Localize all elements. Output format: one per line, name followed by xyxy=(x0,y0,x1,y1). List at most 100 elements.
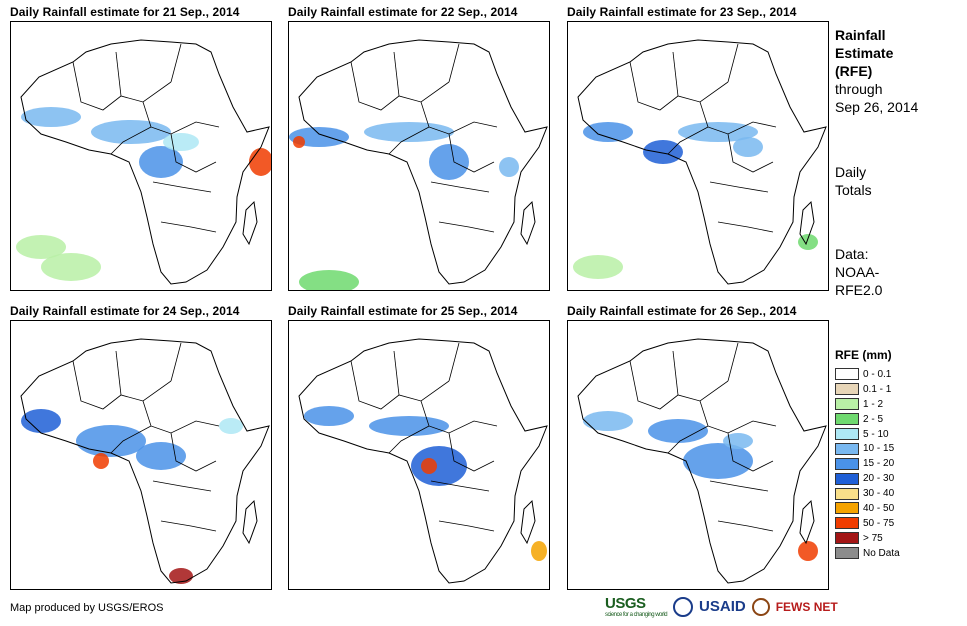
rainfall-area xyxy=(648,419,708,443)
legend-item: 10 - 15 xyxy=(835,441,900,456)
legend-swatch xyxy=(835,517,859,530)
usgs-logo: USGS science for a changing world xyxy=(605,595,668,618)
credit-text: Map produced by USGS/EROS xyxy=(10,602,164,614)
country-border xyxy=(717,520,774,532)
rainfall-area xyxy=(583,122,633,142)
map-svg xyxy=(573,39,827,285)
legend-item: 0.1 - 1 xyxy=(835,382,900,397)
legend-swatch xyxy=(835,547,859,560)
rainfall-map-4 xyxy=(10,320,272,590)
map-svg xyxy=(577,338,827,584)
country-border xyxy=(170,342,182,382)
legend-item: 20 - 30 xyxy=(835,471,900,486)
coastline xyxy=(298,338,548,584)
heading-line-1: Rainfall xyxy=(835,27,886,43)
map-svg xyxy=(289,39,548,290)
coastline xyxy=(520,499,536,545)
country-border xyxy=(727,342,739,382)
country-border xyxy=(388,126,430,155)
legend-swatch xyxy=(835,532,859,545)
legend-label: > 75 xyxy=(863,532,883,544)
country-border xyxy=(350,360,450,410)
country-border xyxy=(142,400,220,434)
panel-title-2: Daily Rainfall estimate for 22 Sep., 201… xyxy=(288,5,518,19)
panel-title-6: Daily Rainfall estimate for 26 Sep., 201… xyxy=(567,304,797,318)
legend-label: 15 - 20 xyxy=(863,458,895,470)
legend-swatch xyxy=(835,383,859,396)
legend-label: 2 - 5 xyxy=(863,413,884,425)
legend-item: 15 - 20 xyxy=(835,456,900,471)
rainfall-area xyxy=(798,541,818,561)
country-border xyxy=(438,221,495,233)
country-border xyxy=(115,51,122,97)
legend-label: 0 - 0.1 xyxy=(863,368,892,380)
country-border xyxy=(448,133,495,173)
legend-item: 40 - 50 xyxy=(835,501,900,516)
legend-swatch xyxy=(835,472,859,485)
rainfall-area xyxy=(733,137,763,157)
rainfall-area xyxy=(219,418,243,434)
country-border xyxy=(629,360,729,410)
country-border xyxy=(709,480,769,492)
heading-line-2: Estimate xyxy=(835,45,894,61)
map-svg xyxy=(16,39,271,285)
country-border xyxy=(438,520,495,532)
country-border xyxy=(430,181,490,193)
country-border xyxy=(388,425,430,454)
country-border xyxy=(110,126,152,155)
country-border xyxy=(672,51,679,97)
rainfall-area xyxy=(41,253,101,281)
legend-swatch xyxy=(835,457,859,470)
logo-bar: USGS science for a changing world USAID … xyxy=(605,595,838,618)
map-svg xyxy=(20,338,270,584)
rainfall-map-2 xyxy=(288,21,550,291)
legend-swatch xyxy=(835,368,859,381)
rainfall-area xyxy=(723,433,753,449)
coastline xyxy=(577,338,827,584)
legend-swatch xyxy=(835,487,859,500)
country-border xyxy=(350,61,450,111)
country-border xyxy=(448,342,460,382)
rainfall-area xyxy=(683,443,753,479)
country-border xyxy=(727,43,739,83)
legend-swatch xyxy=(835,428,859,440)
usgs-tagline: science for a changing world xyxy=(605,612,668,618)
legend-label: 30 - 40 xyxy=(863,488,895,500)
rainfall-area xyxy=(583,411,633,431)
data-line-2: NOAA- xyxy=(835,264,880,280)
panel-title-4: Daily Rainfall estimate for 24 Sep., 201… xyxy=(10,304,240,318)
fews-net-logo: FEWS NET xyxy=(775,599,838,614)
coastline xyxy=(20,39,270,285)
panel-title-1: Daily Rainfall estimate for 21 Sep., 201… xyxy=(10,5,240,19)
country-border xyxy=(667,425,709,454)
usaid-seal-icon xyxy=(673,596,694,617)
legend-label: 50 - 75 xyxy=(863,517,895,529)
through-date: Sep 26, 2014 xyxy=(835,99,919,115)
heading-line-3: (RFE) xyxy=(835,63,873,79)
country-border xyxy=(170,133,217,173)
map-svg xyxy=(298,338,548,584)
country-border xyxy=(393,51,400,97)
rainfall-area xyxy=(93,453,109,469)
rainfall-area xyxy=(21,409,61,433)
country-border xyxy=(629,61,729,111)
legend-label: 10 - 15 xyxy=(863,443,895,455)
totals-line-2: Totals xyxy=(835,182,872,198)
legend-item: 5 - 10 xyxy=(835,427,900,442)
country-border xyxy=(727,432,774,472)
rainfall-area xyxy=(411,446,467,486)
coastline xyxy=(799,200,815,246)
coastline xyxy=(799,499,815,545)
rainfall-area xyxy=(429,144,469,180)
rainfall-area xyxy=(304,406,354,426)
data-line-1: Data: xyxy=(835,246,869,262)
legend-item: 2 - 5 xyxy=(835,412,900,427)
country-border xyxy=(115,350,122,396)
legend-label: 0.1 - 1 xyxy=(863,383,892,395)
legend-label: 20 - 30 xyxy=(863,473,895,485)
rainfall-area xyxy=(499,157,519,177)
country-border xyxy=(667,126,709,155)
rainfall-map-6 xyxy=(567,320,829,590)
through-label: through xyxy=(835,81,883,97)
fews-net-globe-icon xyxy=(751,597,770,616)
